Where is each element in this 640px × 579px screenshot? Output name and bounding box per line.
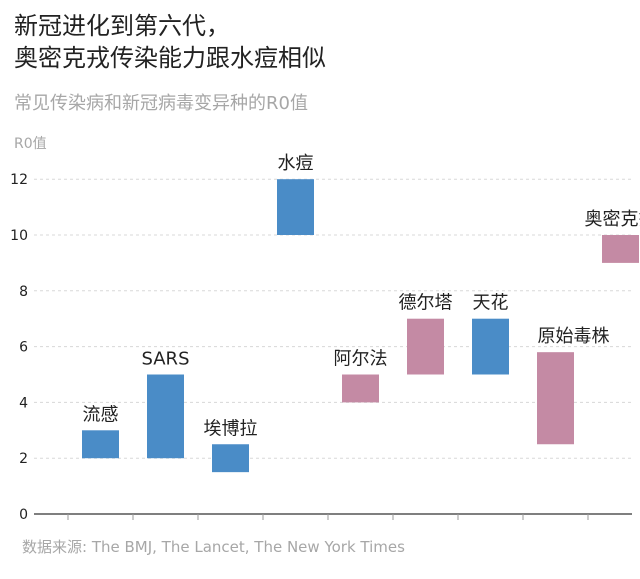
y-tick-label: 12 — [10, 172, 28, 188]
source-note: 数据来源: The BMJ, The Lancet, The New York … — [22, 538, 405, 556]
y-axis-label: R0值 — [14, 136, 47, 152]
range-bar — [212, 444, 249, 473]
data-label: 原始毒株 — [538, 326, 610, 347]
range-bar — [277, 179, 314, 235]
data-label: 水痘 — [278, 153, 314, 174]
range-bar — [147, 374, 184, 459]
range-bar — [407, 318, 444, 375]
range-bar — [82, 430, 119, 459]
y-tick-label: 8 — [19, 284, 28, 300]
chart-title: 新冠进化到第六代， 奥密克戎传染能力跟水痘相似 — [14, 10, 624, 74]
y-tick-label: 2 — [19, 451, 28, 467]
data-label: 奥密克戎 — [585, 209, 640, 230]
data-label: 天花 — [473, 293, 509, 314]
data-label: 德尔塔 — [399, 293, 453, 314]
y-tick-label: 10 — [10, 228, 28, 244]
range-bar — [472, 318, 509, 375]
y-tick-label: 4 — [19, 395, 28, 411]
chart-subtitle: 常见传染病和新冠病毒变异种的R0值 — [14, 93, 308, 114]
range-bar — [342, 374, 379, 403]
data-label: 流感 — [83, 404, 119, 425]
range-bar — [537, 352, 574, 445]
data-label: SARS — [141, 349, 189, 370]
y-tick-label: 0 — [19, 507, 28, 523]
title-line-1: 新冠进化到第六代， — [14, 12, 230, 40]
title-line-2: 奥密克戎传染能力跟水痘相似 — [14, 44, 326, 72]
data-label: 阿尔法 — [334, 349, 388, 370]
y-tick-label: 6 — [19, 340, 28, 356]
data-label: 埃博拉 — [204, 418, 258, 439]
range-bar — [602, 235, 639, 263]
